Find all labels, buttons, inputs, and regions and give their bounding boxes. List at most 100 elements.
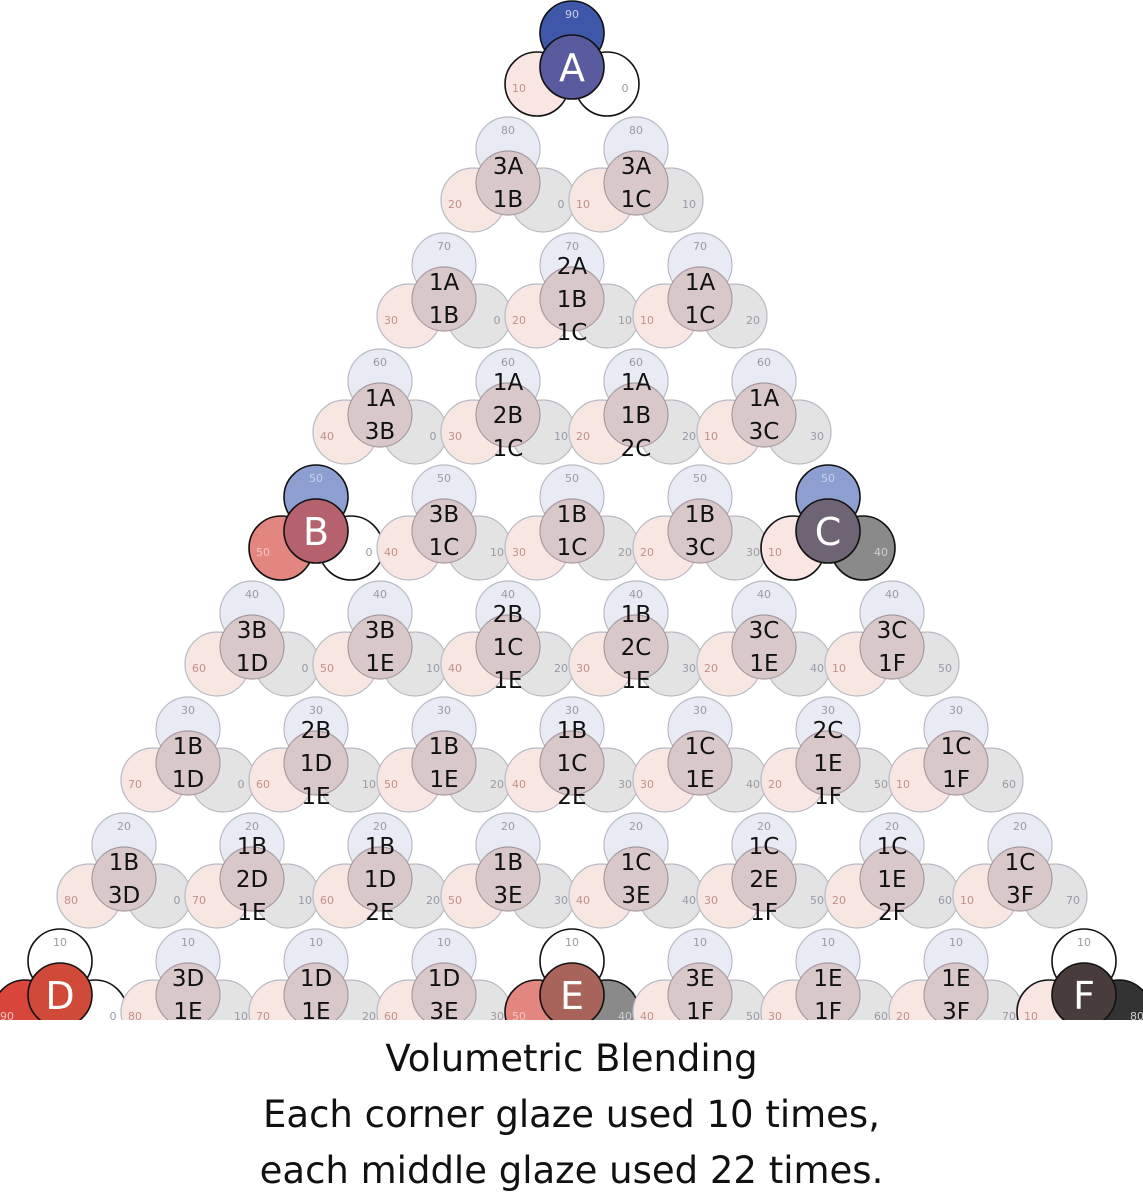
right-percentage: 20 (618, 546, 632, 559)
blend-recipe-line: 1E (301, 784, 330, 810)
right-percentage: 0 (174, 894, 181, 907)
corner-glaze-letter: B (303, 510, 329, 554)
blend-center-circle (347, 382, 413, 448)
left-percentage: 10 (576, 198, 590, 211)
blend-recipe-line: 1E (237, 900, 266, 926)
left-percentage: 10 (640, 314, 654, 327)
blend-node: 40 10 50 3C 1F (824, 580, 960, 697)
blend-recipe-line: 1C (685, 303, 716, 329)
top-percentage: 50 (693, 472, 707, 485)
blend-recipe-line: 1C (1005, 850, 1036, 876)
left-percentage: 60 (192, 662, 206, 675)
right-percentage: 0 (558, 198, 565, 211)
blend-recipe-line: 3C (685, 535, 716, 561)
blend-recipe-line: 2A (557, 254, 588, 280)
blend-recipe-line: 2C (621, 436, 652, 462)
top-percentage: 60 (501, 356, 515, 369)
left-percentage: 30 (768, 1010, 782, 1020)
corner-glaze-letter: A (559, 46, 585, 90)
blend-recipe-line: 1F (942, 767, 970, 793)
top-percentage: 20 (1013, 820, 1027, 833)
blend-recipe-line: 2B (493, 602, 523, 628)
blend-recipe-line: 1E (749, 651, 778, 677)
blend-recipe-line: 1B (493, 850, 523, 876)
blend-center-circle (347, 614, 413, 680)
blend-recipe-line: 2F (878, 900, 906, 926)
blend-center-circle (603, 150, 669, 216)
blend-recipe-line: 1C (493, 635, 524, 661)
right-percentage: 70 (1002, 1010, 1016, 1020)
blend-center-circle (411, 498, 477, 564)
blend-recipe-line: 1E (173, 999, 202, 1020)
blend-recipe-line: 1A (621, 370, 652, 396)
top-percentage: 40 (885, 588, 899, 601)
blend-node: 40 40 20 2B 1C 1E (440, 580, 576, 697)
blend-recipe-line: 1E (813, 751, 842, 777)
left-percentage: 10 (704, 430, 718, 443)
left-percentage: 10 (768, 546, 782, 559)
blend-node: 30 20 50 2C 1E 1F (760, 696, 896, 813)
blend-center-circle (475, 614, 541, 680)
blend-node: 50 20 30 1B 3C (632, 464, 768, 581)
top-percentage: 10 (1077, 936, 1091, 949)
blend-node: 80 10 10 3A 1C (568, 116, 704, 233)
top-percentage: 30 (181, 704, 195, 717)
blend-center-circle (411, 266, 477, 332)
blend-node: 10 60 30 1D 3E (376, 928, 512, 1020)
blend-center-circle (731, 382, 797, 448)
blend-recipe-line: 1E (877, 867, 906, 893)
blend-center-circle (539, 34, 605, 100)
blend-recipe-line: 1C (621, 187, 652, 213)
right-percentage: 20 (426, 894, 440, 907)
top-percentage: 30 (437, 704, 451, 717)
right-percentage: 60 (938, 894, 952, 907)
right-percentage: 10 (682, 198, 696, 211)
corner-glaze-node-b: 50 50 0 B (248, 464, 384, 581)
right-percentage: 40 (682, 894, 696, 907)
blend-center-circle (475, 846, 541, 912)
blend-recipe-line: 1E (685, 767, 714, 793)
blend-node: 10 70 20 1D 1E (248, 928, 384, 1020)
right-percentage: 50 (874, 778, 888, 791)
left-percentage: 40 (384, 546, 398, 559)
left-percentage: 10 (512, 82, 526, 95)
top-percentage: 10 (693, 936, 707, 949)
blend-recipe-line: 1B (557, 718, 587, 744)
blend-center-circle (923, 730, 989, 796)
blend-center-circle (539, 266, 605, 332)
left-percentage: 10 (1024, 1010, 1038, 1020)
diagram-title: Volumetric Blending (385, 1037, 758, 1080)
top-percentage: 20 (629, 820, 643, 833)
blend-recipe-line: 1A (685, 270, 716, 296)
blend-node: 20 50 30 1B 3E (440, 812, 576, 929)
left-percentage: 50 (512, 1010, 526, 1020)
blend-node: 50 30 20 1B 1C (504, 464, 640, 581)
blend-recipe-line: 1E (301, 999, 330, 1020)
blend-node: 40 50 10 3B 1E (312, 580, 448, 697)
blend-center-circle (795, 962, 861, 1020)
right-percentage: 50 (810, 894, 824, 907)
blend-recipe-line: 1B (173, 734, 203, 760)
left-percentage: 20 (640, 546, 654, 559)
blend-node: 30 10 60 1C 1F (888, 696, 1024, 813)
right-percentage: 30 (618, 778, 632, 791)
left-percentage: 50 (384, 778, 398, 791)
right-percentage: 60 (1002, 778, 1016, 791)
blend-node: 10 30 60 1E 1F (760, 928, 896, 1020)
top-percentage: 70 (437, 240, 451, 253)
blend-recipe-line: 1B (557, 502, 587, 528)
left-percentage: 40 (640, 1010, 654, 1020)
blend-recipe-line: 1E (621, 668, 650, 694)
blend-center-circle (795, 498, 861, 564)
blend-recipe-line: 1E (813, 966, 842, 992)
blend-recipe-line: 3D (172, 966, 204, 992)
blend-recipe-line: 1B (621, 602, 651, 628)
blend-recipe-line: 1B (493, 187, 523, 213)
blend-recipe-line: 3B (365, 618, 395, 644)
right-percentage: 50 (746, 1010, 760, 1020)
left-percentage: 50 (320, 662, 334, 675)
blend-center-circle (155, 730, 221, 796)
top-percentage: 20 (117, 820, 131, 833)
